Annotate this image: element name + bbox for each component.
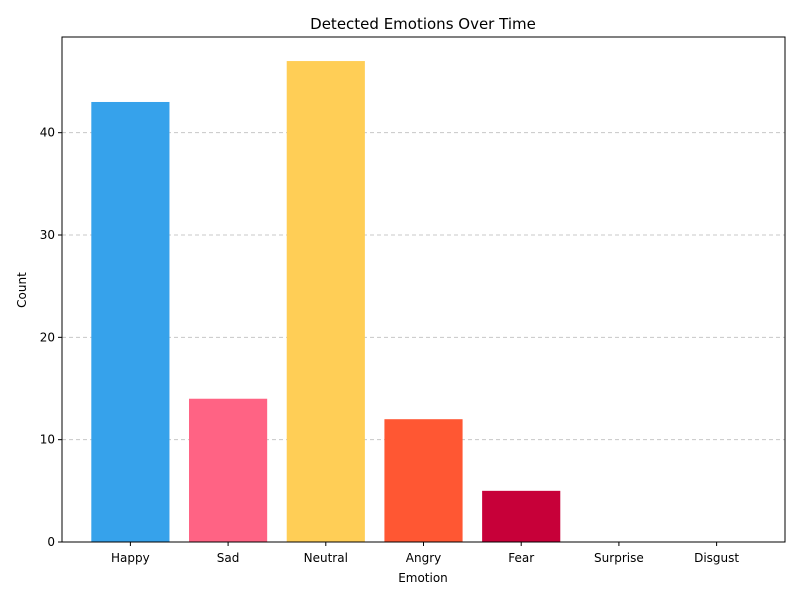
y-tick-label: 0 — [47, 535, 55, 549]
x-tick-label: Angry — [406, 551, 441, 565]
bar-neutral — [286, 61, 365, 543]
bar-fear — [482, 490, 561, 542]
bar-angry — [384, 419, 463, 542]
x-axis-ticks: Happy Sad Neutral Angry Fear Surprise Disgust — [111, 542, 739, 565]
y-tick-label: 20 — [40, 330, 55, 344]
y-tick-label: 40 — [40, 126, 55, 140]
bar-sad — [189, 398, 268, 542]
x-axis-label: Emotion — [398, 571, 448, 585]
gridlines — [62, 132, 785, 441]
y-axis-ticks: 0 10 20 30 40 — [40, 126, 62, 549]
x-tick-label: Disgust — [694, 551, 739, 565]
x-tick-label: Sad — [217, 551, 240, 565]
bars — [91, 61, 561, 543]
chart-title: Detected Emotions Over Time — [310, 15, 536, 33]
y-tick-label: 30 — [40, 228, 55, 242]
x-tick-label: Fear — [508, 551, 534, 565]
x-tick-label: Happy — [111, 551, 150, 565]
x-tick-label: Neutral — [304, 551, 348, 565]
bar-happy — [91, 101, 170, 542]
y-tick-label: 10 — [40, 433, 55, 447]
y-axis-label: Count — [15, 272, 29, 308]
x-tick-label: Surprise — [594, 551, 644, 565]
